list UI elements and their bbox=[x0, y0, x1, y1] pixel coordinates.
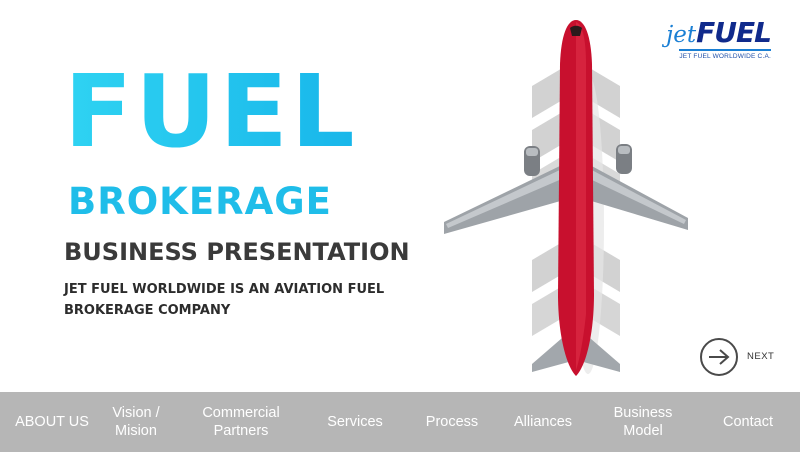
nav-item-alliances[interactable]: Alliances bbox=[513, 414, 573, 430]
hero-tagline: JET FUEL WORLDWIDE IS AN AVIATION FUEL B… bbox=[64, 279, 384, 321]
nav-item-services[interactable]: Services bbox=[327, 414, 383, 430]
logo-fuel: FUEL bbox=[696, 16, 772, 49]
next-label: NEXT bbox=[747, 351, 775, 362]
jetfuel-logo[interactable]: jetFUEL JET FUEL WORLDWIDE C.A. bbox=[655, 18, 773, 62]
nav-item-process[interactable]: Process bbox=[425, 414, 479, 430]
nav-item-vision-mision[interactable]: Vision / Mision bbox=[112, 405, 160, 439]
plane-wings bbox=[444, 164, 688, 234]
nav-item-about-us[interactable]: ABOUT US bbox=[15, 414, 89, 430]
hero-heading: BUSINESS PRESENTATION bbox=[64, 238, 410, 266]
hero-subtitle: BROKERAGE bbox=[68, 180, 332, 223]
bottom-nav: ABOUT US Vision / Mision Commercial Part… bbox=[0, 392, 800, 452]
nav-item-business-model[interactable]: Business Model bbox=[613, 405, 673, 439]
logo-underline bbox=[679, 49, 771, 51]
logo-wordmark: jetFUEL bbox=[666, 16, 772, 50]
tagline-line-1: JET FUEL WORLDWIDE IS AN AVIATION FUEL bbox=[64, 282, 385, 297]
plane-engines bbox=[524, 144, 632, 176]
hero-title: FUEL bbox=[64, 53, 358, 170]
nav-item-contact[interactable]: Contact bbox=[723, 414, 773, 430]
airplane-illustration bbox=[444, 20, 688, 376]
nav-item-commercial-partners[interactable]: Commercial Partners bbox=[202, 405, 280, 439]
next-button[interactable]: NEXT bbox=[700, 338, 790, 378]
tagline-line-2: BROKERAGE COMPANY bbox=[64, 303, 231, 318]
logo-jet: jet bbox=[666, 22, 697, 48]
logo-subtitle: JET FUEL WORLDWIDE C.A. bbox=[679, 53, 771, 60]
arrow-right-icon[interactable] bbox=[700, 338, 738, 376]
